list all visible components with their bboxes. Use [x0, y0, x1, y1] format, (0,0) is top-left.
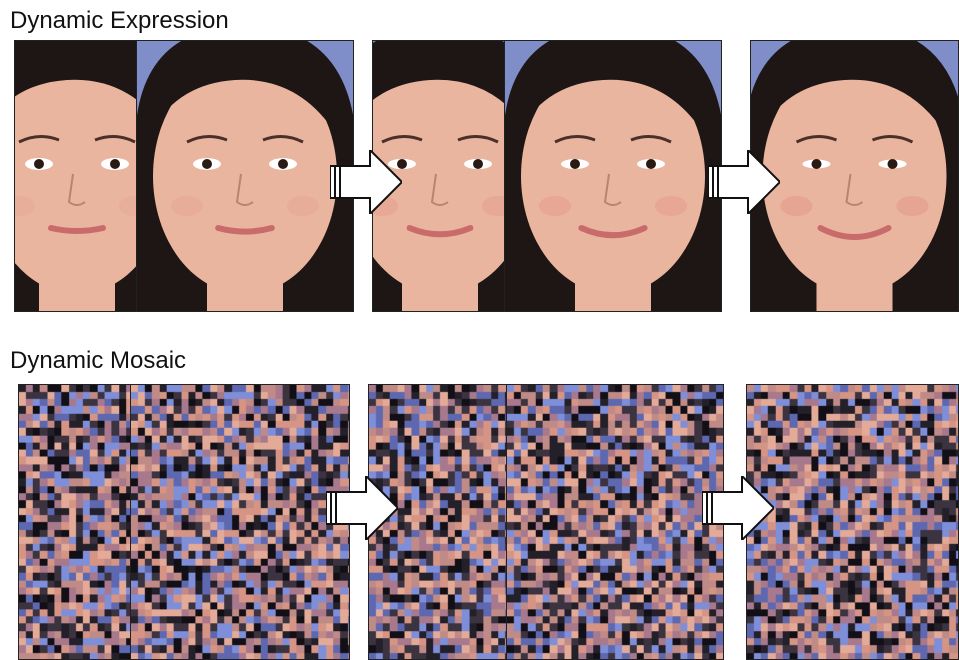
mosaic-frame-2	[130, 384, 350, 660]
face-illustration	[505, 41, 721, 311]
expression-frame-4	[504, 40, 722, 312]
dynamic-expression-title: Dynamic Expression	[10, 7, 229, 34]
expression-frame-3	[372, 40, 508, 312]
face-illustration	[373, 41, 507, 311]
expression-frame-2	[136, 40, 354, 312]
right-arrow-icon	[708, 150, 780, 214]
face-illustration	[15, 41, 139, 311]
expression-frame-1	[14, 40, 140, 312]
mosaic-frame-1	[18, 384, 134, 660]
right-arrow-icon	[702, 476, 774, 540]
right-arrow-icon	[326, 476, 398, 540]
mosaic-frame-5	[746, 384, 959, 660]
expression-frame-5	[750, 40, 959, 312]
face-illustration	[137, 41, 353, 311]
face-illustration	[751, 41, 958, 311]
mosaic-frame-4	[506, 384, 724, 660]
dynamic-mosaic-title: Dynamic Mosaic	[10, 347, 187, 374]
right-arrow-icon	[330, 150, 402, 214]
